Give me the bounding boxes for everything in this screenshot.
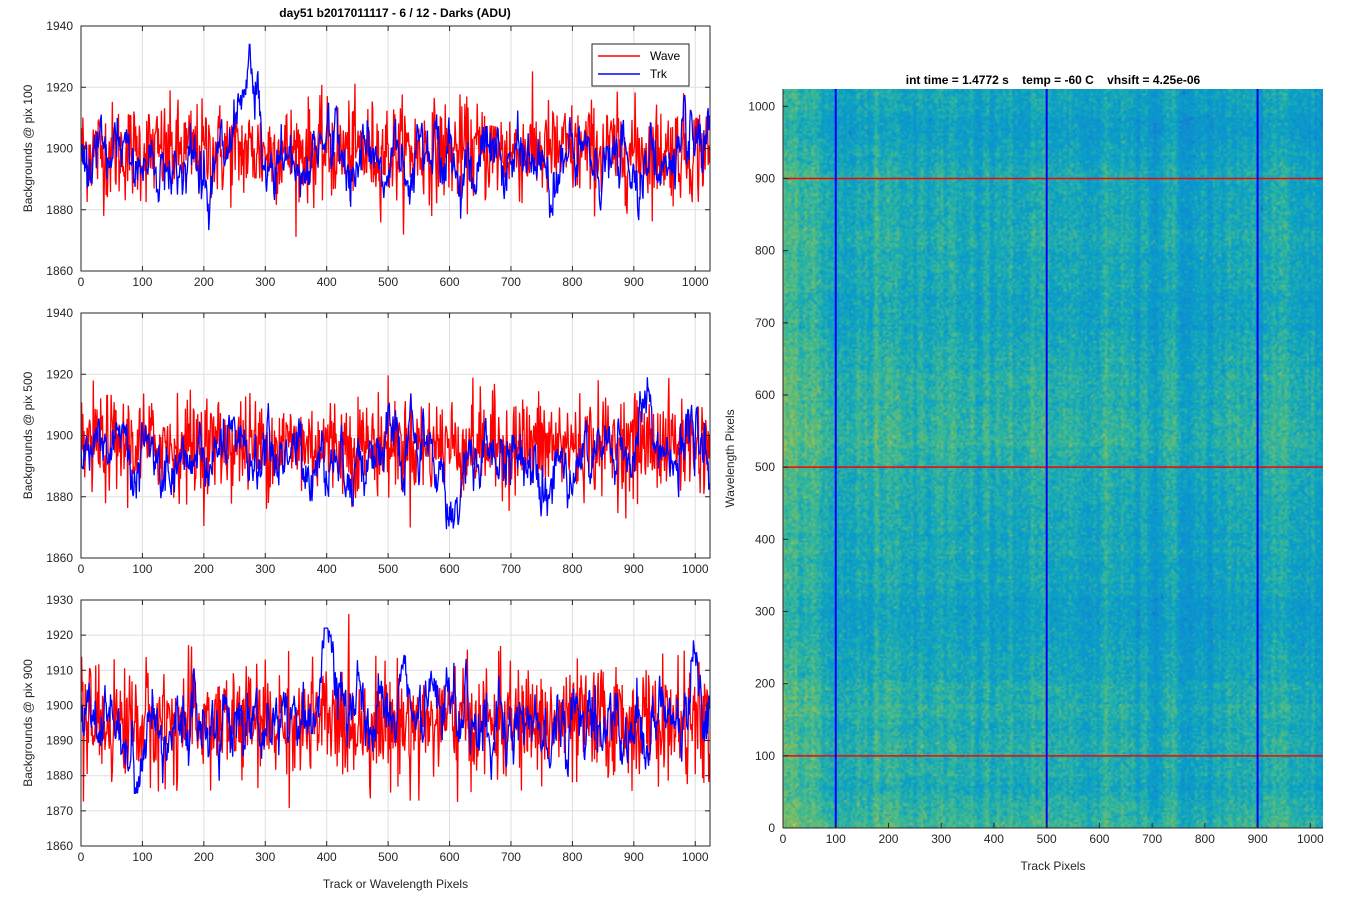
right-title: int time = 1.4772 s temp = -60 C vhsift … — [906, 73, 1201, 87]
heatmap-y-tick-label: 0 — [768, 821, 775, 835]
y-tick-label: 1860 — [46, 839, 73, 853]
x-tick-label: 1000 — [682, 275, 709, 289]
x-tick-label: 100 — [132, 850, 152, 864]
x-tick-label: 500 — [378, 850, 398, 864]
x-tick-label: 500 — [378, 562, 398, 576]
y-tick-label: 1900 — [46, 142, 73, 156]
heatmap-x-tick-label: 100 — [826, 832, 846, 846]
heatmap-x-tick-label: 300 — [931, 832, 951, 846]
heatmap-x-tick-label: 0 — [780, 832, 787, 846]
x-tick-label: 500 — [378, 275, 398, 289]
x-tick-label: 400 — [317, 562, 337, 576]
y-tick-label: 1860 — [46, 551, 73, 565]
x-tick-label: 600 — [440, 562, 460, 576]
panel-pix-900: 0 100 200 300 400 500 600 700 800 900 1000 1860 1870… — [21, 593, 711, 891]
heatmap-x-tick-label: 200 — [878, 832, 898, 846]
y-tick-label: 1920 — [46, 80, 73, 94]
legend-label-trk: Trk — [650, 67, 668, 81]
heatmap-y-tick-label: 700 — [755, 316, 775, 330]
x-tick-label: 200 — [194, 562, 214, 576]
x-tick-label: 900 — [624, 562, 644, 576]
x-tick-label: 600 — [440, 275, 460, 289]
y-tick-label: 1890 — [46, 734, 73, 748]
left-title: day51 b2017011117 - 6 / 12 - Darks (ADU) — [279, 6, 510, 20]
x-tick-label: 300 — [255, 850, 275, 864]
y-tick-label: 1860 — [46, 264, 73, 278]
heatmap-x-axis-label: Track Pixels — [1021, 859, 1086, 873]
plots: 0 100 200 300 400 500 600 700 800 900 100018601880… — [21, 19, 1324, 891]
y-tick-label: 1900 — [46, 698, 73, 712]
heatmap-y-tick-label: 400 — [755, 532, 775, 546]
x-tick-label: 1000 — [682, 850, 709, 864]
x-axis-label: Track or Wavelength Pixels — [323, 877, 468, 891]
heatmap-x-tick-label: 700 — [1142, 832, 1162, 846]
heatmap-y-tick-label: 100 — [755, 749, 775, 763]
heatmap-y-tick-label: 900 — [755, 171, 775, 185]
series-line-trk — [81, 43, 710, 231]
legend-label-wave: Wave — [650, 49, 681, 63]
x-tick-label: 100 — [132, 275, 152, 289]
x-tick-label: 300 — [255, 562, 275, 576]
y-tick-label: 1920 — [46, 628, 73, 642]
x-tick-label: 100 — [132, 562, 152, 576]
legend: Wave Trk — [591, 43, 690, 87]
y-tick-label: 1880 — [46, 203, 73, 217]
x-tick-label: 200 — [194, 275, 214, 289]
y-axis-label: Backgrounds @ pix 100 — [21, 84, 35, 212]
y-tick-label: 1880 — [46, 769, 73, 783]
heatmap-y-tick-label: 600 — [755, 388, 775, 402]
x-tick-label: 0 — [78, 850, 85, 864]
y-tick-label: 1900 — [46, 429, 73, 443]
x-tick-label: 400 — [317, 275, 337, 289]
heatmap-x-tick-label: 1000 — [1297, 832, 1324, 846]
series-line-wave — [81, 375, 710, 528]
x-tick-label: 900 — [624, 850, 644, 864]
x-tick-label: 600 — [440, 850, 460, 864]
x-tick-label: 700 — [501, 562, 521, 576]
heatmap-x-tick-label: 400 — [984, 832, 1004, 846]
x-tick-label: 700 — [501, 850, 521, 864]
series-line-trk — [81, 377, 710, 530]
x-tick-label: 800 — [562, 562, 582, 576]
dark-frame-image: 0 100 200 300 400 500 600 700 800 900 1000 0 100 200 3… — [723, 89, 1324, 873]
y-tick-label: 1880 — [46, 490, 73, 504]
heatmap-x-tick-label: 900 — [1248, 832, 1268, 846]
x-tick-label: 0 — [78, 275, 85, 289]
x-tick-label: 800 — [562, 275, 582, 289]
panel-pix-100: 0 100 200 300 400 500 600 700 800 900 1000 1860 1880… — [21, 19, 711, 289]
series-line-trk — [81, 627, 710, 794]
x-tick-label: 300 — [255, 275, 275, 289]
y-axis-label: Backgrounds @ pix 900 — [21, 659, 35, 787]
heatmap-image — [783, 89, 1323, 828]
legend-box — [591, 43, 690, 87]
heatmap-x-tick-label: 500 — [1037, 832, 1057, 846]
heatmap-x-tick-label: 800 — [1195, 832, 1215, 846]
heatmap-y-tick-label: 300 — [755, 604, 775, 618]
y-tick-label: 1910 — [46, 663, 73, 677]
y-tick-label: 1930 — [46, 593, 73, 607]
y-axis-label: Backgrounds @ pix 500 — [21, 371, 35, 499]
heatmap-x-tick-label: 600 — [1089, 832, 1109, 846]
axes-frame — [80, 599, 711, 847]
heatmap-y-tick-label: 1000 — [748, 99, 775, 113]
x-tick-label: 400 — [317, 850, 337, 864]
heatmap-y-tick-label: 500 — [755, 460, 775, 474]
heatmap-y-tick-label: 200 — [755, 677, 775, 691]
y-tick-label: 1920 — [46, 367, 73, 381]
x-tick-label: 700 — [501, 275, 521, 289]
x-tick-label: 200 — [194, 850, 214, 864]
y-tick-label: 1940 — [46, 306, 73, 320]
x-tick-label: 1000 — [682, 562, 709, 576]
y-tick-label: 1870 — [46, 804, 73, 818]
x-tick-label: 0 — [78, 562, 85, 576]
x-tick-label: 900 — [624, 275, 644, 289]
y-tick-label: 1940 — [46, 19, 73, 33]
panel-pix-500: 0 100 200 300 400 500 600 700 800 900 1000 1860 1880… — [21, 306, 711, 576]
heatmap-y-axis-label: Wavelength Pixels — [723, 409, 737, 507]
heatmap-y-tick-label: 800 — [755, 244, 775, 258]
x-tick-label: 800 — [562, 850, 582, 864]
